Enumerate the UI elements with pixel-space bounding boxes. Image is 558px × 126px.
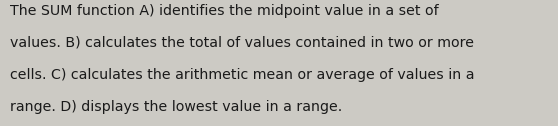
Text: values. B) calculates the total of values contained in two or more: values. B) calculates the total of value… <box>10 36 474 50</box>
Text: range. D) displays the lowest value in a range.: range. D) displays the lowest value in a… <box>10 100 342 114</box>
Text: cells. C) calculates the arithmetic mean or average of values in a: cells. C) calculates the arithmetic mean… <box>10 68 474 82</box>
Text: The SUM function A) identifies the midpoint value in a set of: The SUM function A) identifies the midpo… <box>10 4 439 18</box>
